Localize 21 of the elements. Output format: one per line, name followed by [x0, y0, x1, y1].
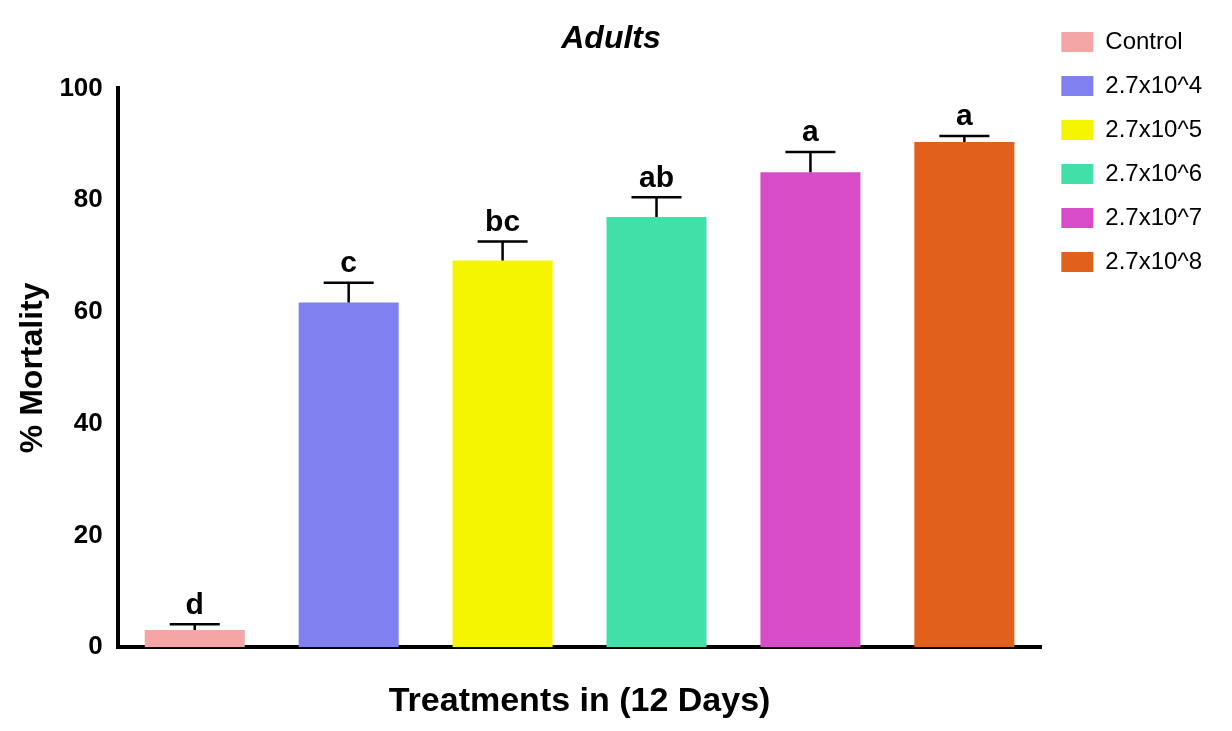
annotation: ab	[639, 159, 675, 193]
annotation: d	[185, 586, 204, 620]
y-tick-label: 40	[73, 406, 103, 437]
legend-label: 2.7x10^5	[1105, 114, 1202, 142]
x-axis-title: Treatments in (12 Days)	[388, 679, 771, 718]
annotation: a	[956, 98, 974, 132]
legend-label: 2.7x10^4	[1105, 70, 1202, 98]
y-tick-label: 0	[88, 630, 103, 661]
y-tick-label: 60	[73, 295, 103, 326]
y-tick-label: 80	[73, 183, 103, 214]
annotation: a	[802, 114, 820, 148]
annotation: bc	[485, 203, 521, 237]
y-axis-title: % Mortality	[13, 282, 50, 454]
legend-label: Control	[1105, 26, 1183, 54]
legend-label: 2.7x10^6	[1105, 158, 1202, 186]
y-tick-label: 100	[59, 71, 103, 102]
legend-label: 2.7x10^8	[1105, 246, 1202, 274]
annotation: c	[340, 245, 358, 279]
legend-label: 2.7x10^7	[1105, 202, 1202, 230]
chart-title: Adults	[560, 19, 661, 56]
y-tick-label: 20	[73, 518, 103, 549]
